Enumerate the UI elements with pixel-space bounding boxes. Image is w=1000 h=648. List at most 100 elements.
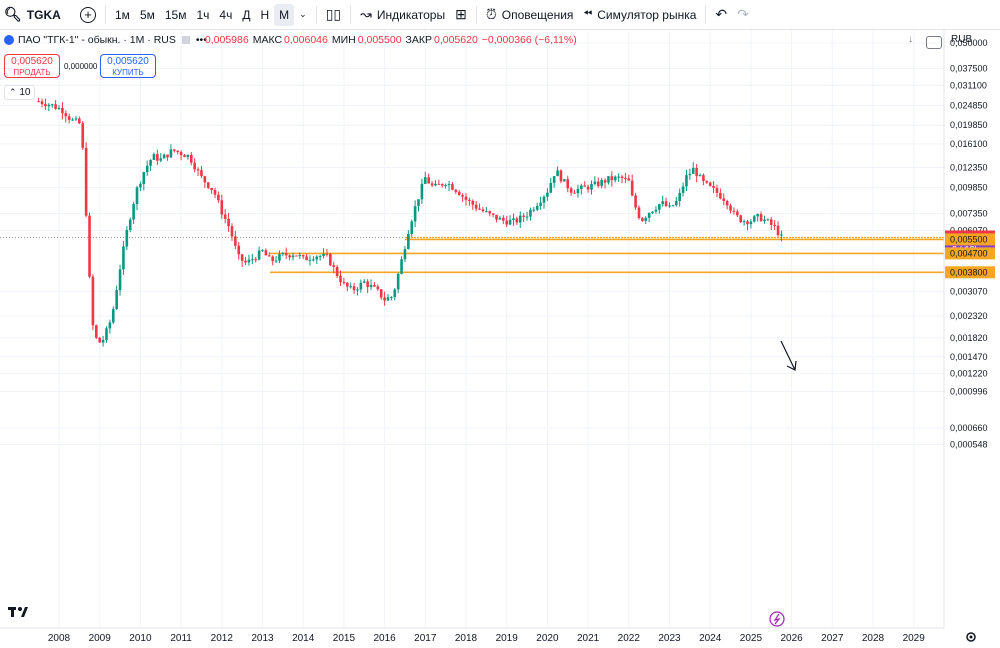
candle-body [552, 176, 556, 183]
candle-body [135, 187, 139, 205]
candle-body [335, 266, 339, 276]
candle-body [247, 259, 251, 263]
candle-body [88, 215, 91, 277]
tf-5m[interactable]: 5м [139, 7, 155, 22]
candle-body [396, 273, 400, 290]
separator [105, 5, 106, 24]
candle-body [186, 154, 190, 158]
tf-day[interactable]: Д [242, 7, 251, 22]
y-tick-label: 0,000996 [950, 386, 988, 396]
sell-price: 0,005620 [11, 56, 53, 67]
candle-body [620, 176, 624, 179]
tf-1m[interactable]: 1м [115, 7, 130, 22]
candle-body [440, 184, 444, 186]
candle-body [111, 309, 115, 323]
separator [475, 5, 477, 24]
x-tick-label: 2008 [48, 633, 71, 644]
level-price-label-bg [945, 233, 995, 246]
candle-body [413, 206, 417, 222]
candle-body [749, 221, 753, 225]
undo-button[interactable]: ↶ [710, 0, 732, 30]
x-tick-label: 2018 [455, 633, 478, 644]
close-label: ЗАКР [405, 34, 432, 46]
candle-body [67, 116, 71, 120]
settings-gear-icon[interactable] [966, 632, 976, 642]
candle-body [522, 215, 525, 217]
sell-label: ПРОДАТЬ [13, 68, 51, 77]
level-price-label: 0,003800 [950, 267, 988, 277]
candle-body [64, 113, 68, 117]
candle-body [596, 181, 600, 186]
candle-body [756, 214, 759, 217]
x-tick-label: 2017 [414, 633, 437, 644]
timeframe-dropdown[interactable]: ⌄ [294, 0, 312, 30]
candle-body [203, 176, 207, 183]
candle-body [407, 233, 410, 249]
symbol-label: TGKA [26, 7, 61, 22]
currency-label[interactable]: RUB [951, 34, 973, 45]
candle-body [681, 186, 685, 193]
candle-body [664, 201, 668, 207]
chart-type-button[interactable]: ▯▯ [321, 0, 346, 30]
candle-body [312, 259, 315, 261]
alerts-label: Оповещения [501, 7, 574, 22]
redo-icon: ↷ [737, 6, 749, 22]
candle-body [437, 183, 441, 185]
x-tick-label: 2029 [903, 633, 926, 644]
candle-body [468, 199, 471, 201]
sell-button[interactable]: 0,005620 ПРОДАТЬ [4, 54, 60, 78]
legend-hide-icon[interactable] [181, 36, 190, 44]
tf-week[interactable]: Н [260, 7, 270, 22]
x-tick-label: 2014 [292, 633, 315, 644]
separator [705, 5, 707, 24]
time-axis[interactable]: 2008 2009 2010 2011 2012 2013 2014 2015 2016 2017… [48, 633, 925, 644]
level-price-label-bg [945, 266, 995, 279]
replay-button[interactable]: ⏪︎ Симулятор рынка [578, 0, 701, 30]
tf-1h[interactable]: 1ч [196, 7, 210, 22]
candle-body [98, 337, 101, 343]
candle-body [149, 159, 152, 166]
candle-body [240, 254, 244, 261]
tradingview-logo-icon[interactable] [8, 607, 28, 617]
high-value: 0,006046 [284, 34, 328, 46]
candle-body [345, 282, 349, 287]
indicators-collapse[interactable]: ⌃ 10 [4, 85, 36, 100]
x-tick-label: 2015 [333, 633, 356, 644]
layouts-button[interactable]: ⊞ [450, 0, 472, 30]
candle-body [200, 170, 203, 177]
legend-title[interactable]: ПАО "ТГК-1" - обыкн. · 1М · RUS [18, 34, 176, 46]
alerts-button[interactable]: ⏰︎ Оповещения [481, 0, 579, 30]
candles-icon: ▯▯ [325, 6, 342, 22]
last-price-label: 0,005620 [950, 232, 988, 242]
high-label: МАКС [252, 34, 283, 46]
symbol-search[interactable]: 🔍︎ TGKA [0, 0, 75, 30]
candle-body [267, 255, 271, 257]
candle-body [373, 284, 376, 287]
lightning-icon[interactable] [769, 611, 785, 627]
redo-button[interactable]: ↷ [732, 0, 754, 30]
candle-body [379, 289, 383, 298]
price-axis[interactable]: 0,0500000,0375000,0311000,0248500,019850… [950, 38, 988, 449]
price-scale-arrow[interactable]: ↓ [908, 34, 913, 45]
tf-15m[interactable]: 15м [164, 7, 187, 22]
candle-body [284, 252, 288, 256]
candle-body [308, 259, 312, 261]
candle-body [722, 198, 726, 201]
candle-body [583, 185, 587, 187]
compare-button[interactable]: + [75, 0, 101, 30]
legend-more-icon[interactable]: ••• [195, 34, 207, 46]
buy-button[interactable]: 0,005620 КУПИТЬ [100, 54, 156, 78]
y-tick-label: 0,037500 [950, 64, 988, 74]
candle-body [206, 182, 210, 189]
screenshot-button[interactable] [926, 36, 942, 49]
tf-month[interactable]: М [274, 3, 295, 26]
alarm-clock-icon: ⏰︎ [485, 6, 497, 22]
indicators-button[interactable]: ↝ Индикаторы [355, 0, 450, 30]
tf-4h[interactable]: 4ч [219, 7, 233, 22]
candle-body [539, 202, 542, 206]
x-tick-label: 2025 [740, 633, 763, 644]
candle-body [525, 216, 529, 218]
close-value: 0,005620 [434, 34, 478, 46]
candle-body [481, 209, 485, 212]
